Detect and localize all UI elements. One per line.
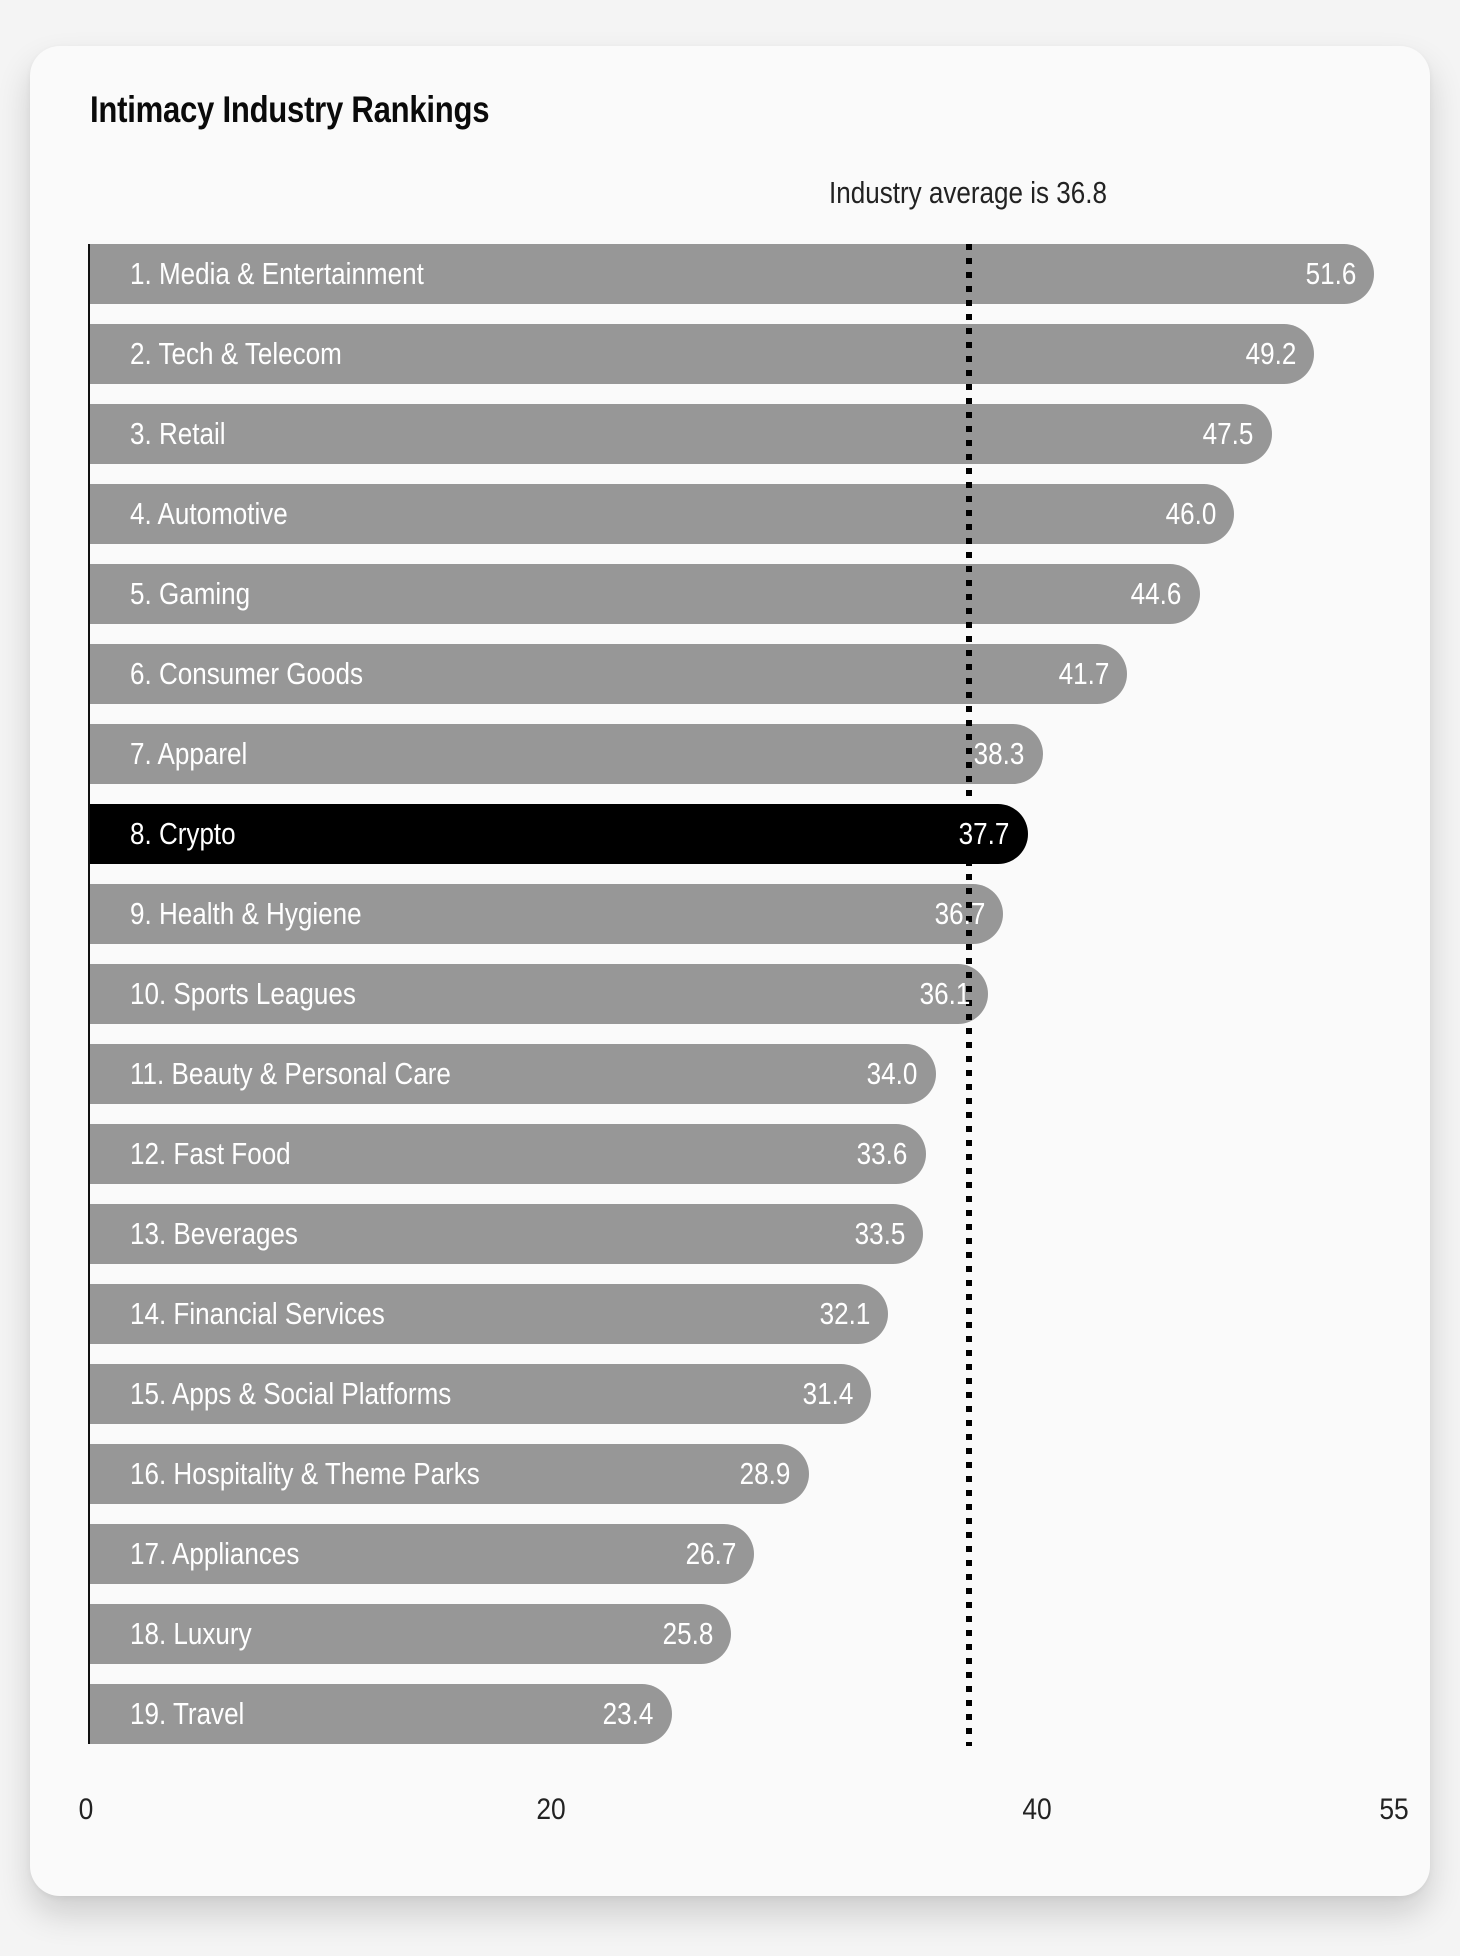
bar-value: 51.6	[1305, 256, 1356, 291]
bar-label: 11. Beauty & Personal Care	[130, 1056, 451, 1091]
bar-value: 31.4	[802, 1376, 853, 1411]
x-tick-20: 20	[536, 1793, 566, 1826]
bar	[90, 1604, 732, 1664]
bar-label: 3. Retail	[130, 416, 226, 451]
industry-average-label: Industry average is 36.8	[829, 175, 1107, 210]
bar-value: 49.2	[1245, 336, 1297, 371]
chart-title: Intimacy Industry Rankings	[90, 89, 490, 130]
bar	[90, 244, 1374, 304]
bar-value: 36.1	[919, 976, 970, 1011]
bar	[90, 1444, 809, 1504]
bar	[90, 724, 1043, 784]
bar-value: 44.6	[1130, 576, 1182, 611]
bar-value: 28.9	[739, 1456, 791, 1491]
bar-label: 10. Sports Leagues	[130, 976, 356, 1011]
bar-label: 14. Financial Services	[130, 1296, 385, 1331]
bar	[90, 964, 988, 1024]
x-tick-40: 40	[1022, 1793, 1052, 1826]
bar-label: 5. Gaming	[130, 576, 251, 611]
bar-value: 34.0	[866, 1056, 918, 1091]
bar-value: 47.5	[1203, 416, 1254, 451]
bar-value: 41.7	[1058, 656, 1110, 691]
bar	[90, 884, 1003, 944]
bar-label: 7. Apparel	[130, 736, 248, 771]
bar-value: 36.7	[934, 896, 985, 931]
x-tick-55: 55	[1379, 1793, 1409, 1826]
bar-value: 26.7	[685, 1536, 736, 1571]
bar	[90, 1364, 871, 1424]
bar-label: 1. Media & Entertainment	[130, 256, 424, 291]
bar-label: 15. Apps & Social Platforms	[130, 1376, 452, 1411]
bar-value: 46.0	[1165, 496, 1217, 531]
bar	[90, 324, 1315, 384]
bar-label: 12. Fast Food	[130, 1136, 291, 1171]
bar-label: 13. Beverages	[130, 1216, 298, 1251]
bar-value: 25.8	[662, 1616, 714, 1651]
bar	[90, 1124, 926, 1184]
bar-label: 19. Travel	[130, 1696, 245, 1731]
bar-highlighted	[90, 804, 1028, 864]
bar-label: 8. Crypto	[130, 816, 236, 851]
industry-average-line	[966, 244, 972, 1746]
bar	[90, 1684, 672, 1744]
bar-label: 16. Hospitality & Theme Parks	[130, 1456, 480, 1491]
bar-label: 6. Consumer Goods	[130, 656, 364, 691]
bar	[90, 1204, 924, 1264]
bar	[90, 1284, 889, 1344]
bar-label: 9. Health & Hygiene	[130, 896, 362, 931]
bar	[90, 1524, 754, 1584]
bar-value: 37.7	[959, 816, 1010, 851]
bar-label: 2. Tech & Telecom	[130, 336, 342, 371]
bar-label: 4. Automotive	[130, 496, 288, 531]
bar-label: 18. Luxury	[130, 1616, 252, 1651]
bar-value: 33.5	[854, 1216, 906, 1251]
bar	[90, 484, 1235, 544]
x-tick-0: 0	[78, 1793, 94, 1826]
bar	[90, 644, 1128, 704]
y-axis-line	[88, 244, 90, 1744]
bar-label: 17. Appliances	[130, 1536, 300, 1571]
bar-value: 38.3	[973, 736, 1025, 771]
bar-value: 32.1	[819, 1296, 871, 1331]
bar-value: 23.4	[602, 1696, 654, 1731]
bar	[90, 564, 1200, 624]
bar	[90, 1044, 936, 1104]
bar-value: 33.6	[856, 1136, 908, 1171]
bar	[90, 404, 1272, 464]
